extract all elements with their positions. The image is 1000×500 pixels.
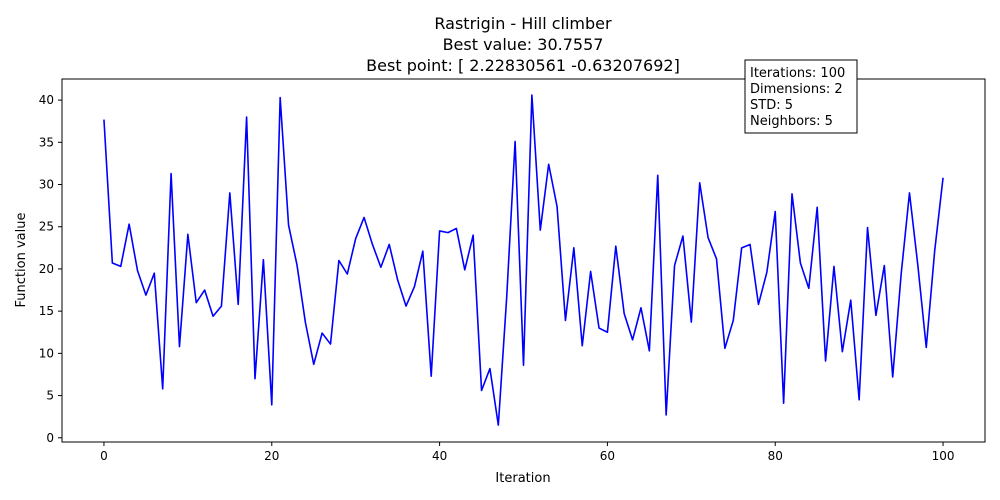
annotation-frame [744,59,858,134]
annotation-line-1: Iterations: 100 [750,66,845,81]
x-axis-label: Iteration [495,471,550,486]
y-axis-ticks: 0 5 10 15 20 25 30 35 40 [39,93,62,445]
x-tick-label: 0 [100,449,108,463]
x-tick-label: 40 [432,449,447,463]
annotation-line-3: STD: 5 [750,98,793,113]
annotation-line-4: Neighbors: 5 [750,114,833,129]
x-tick-label: 60 [600,449,615,463]
axes-frame [61,78,986,443]
series-line [103,94,944,426]
y-axis-label: Function value [14,213,29,308]
y-tick-label: 0 [46,431,54,445]
x-axis-ticks: 0 20 40 60 80 100 [100,442,954,463]
y-tick-label: 30 [39,178,54,192]
y-tick-label: 40 [39,93,54,107]
y-tick-label: 15 [39,304,54,318]
x-tick-label: 100 [932,449,955,463]
y-tick-label: 10 [39,346,54,360]
y-tick-label: 35 [39,135,54,149]
annotation-line-2: Dimensions: 2 [750,82,843,97]
y-tick-label: 25 [39,220,54,234]
parameters-annotation-box: Iterations: 100 Dimensions: 2 STD: 5 Nei… [744,59,858,134]
chart-title-line-3: Best point: [ 2.22830561 -0.63207692] [366,56,680,75]
x-tick-label: 20 [264,449,279,463]
y-tick-label: 5 [46,389,54,403]
chart-title-line-2: Best value: 30.7557 [443,35,604,54]
chart-title-line-1: Rastrigin - Hill climber [434,14,612,33]
x-tick-label: 80 [768,449,783,463]
plot-area [61,78,986,443]
y-tick-label: 20 [39,262,54,276]
